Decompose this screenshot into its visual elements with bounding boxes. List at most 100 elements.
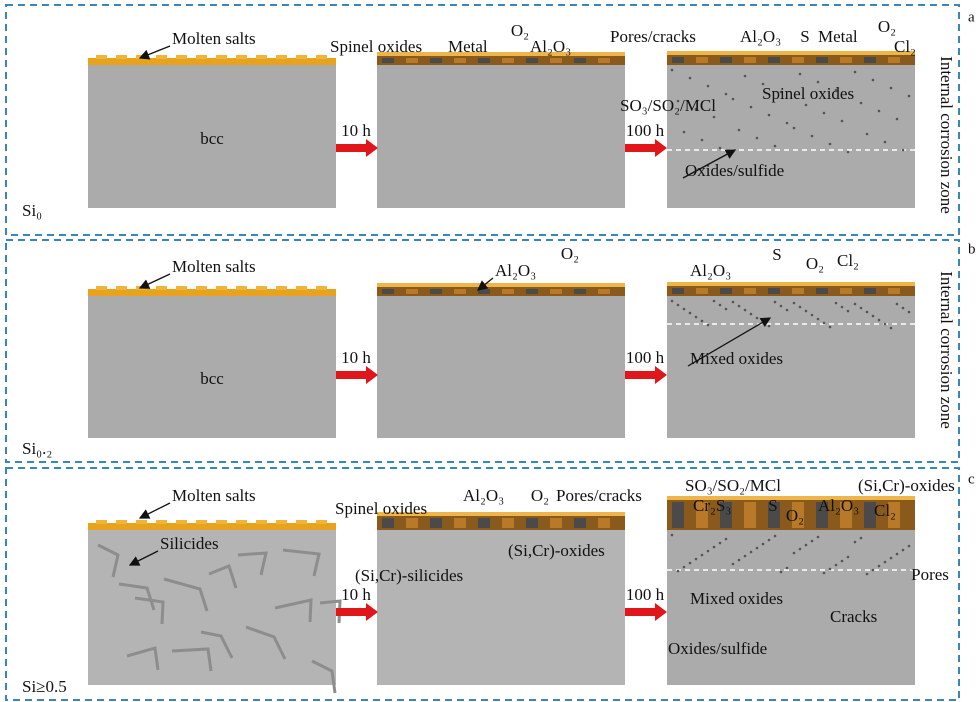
internal-oxide [902, 549, 905, 552]
internal-oxide [725, 93, 728, 96]
internal-oxide [896, 118, 899, 121]
salt-bump [176, 286, 187, 290]
oxide-patch [502, 58, 514, 63]
salt-bump [196, 286, 207, 290]
internal-oxide [841, 560, 844, 563]
internal-oxide [823, 112, 826, 115]
alloy-block [88, 296, 336, 438]
salt-bump [276, 520, 287, 524]
alloy-label: Si≥0.5 [22, 677, 67, 696]
annotation: Cr₂S₃ [693, 496, 731, 515]
time-arrow [625, 366, 667, 384]
internal-oxide [811, 314, 814, 317]
salt-bump [316, 520, 327, 524]
internal-oxide [884, 561, 887, 564]
internal-oxide [841, 306, 844, 309]
alloy-label: Si₀ [22, 201, 42, 220]
salt-bump [116, 520, 127, 524]
internal-oxide [829, 568, 832, 571]
oxide-patch [574, 518, 586, 528]
panel-label: c [968, 471, 975, 487]
annotation: S [768, 496, 777, 515]
duration-label: 100 h [626, 348, 665, 367]
internal-oxide [762, 543, 765, 546]
internal-oxide [725, 538, 728, 541]
annotation: Pores/cracks [556, 486, 642, 505]
salt-bump [96, 286, 107, 290]
salt-bump [236, 286, 247, 290]
internal-oxide [860, 102, 863, 105]
side-label: Internal corrosion zone [937, 271, 956, 429]
oxide-patch [454, 518, 466, 528]
oxide-patch [720, 288, 732, 294]
internal-oxide [671, 69, 674, 72]
internal-oxide [786, 309, 789, 312]
internal-oxide [683, 131, 686, 134]
annotation: Mixed oxides [690, 349, 783, 368]
salt-bump [96, 55, 107, 59]
annotation: Mixed oxides [690, 589, 783, 608]
internal-oxide [793, 127, 796, 130]
internal-oxide [713, 116, 716, 119]
internal-oxide [713, 546, 716, 549]
annotation: Pores/cracks [610, 27, 696, 46]
internal-oxide [744, 75, 747, 78]
panel-label: a [968, 9, 975, 25]
duration-label: 10 h [341, 348, 371, 367]
internal-oxide [786, 567, 789, 570]
internal-oxide [860, 307, 863, 310]
salt-bump [156, 55, 167, 59]
annotation: Al₂O₃ [463, 486, 504, 505]
oxide-patch [430, 289, 442, 294]
salt-bump [196, 55, 207, 59]
molten-salt-layer [667, 51, 915, 55]
internal-oxide [738, 305, 741, 308]
internal-oxide [774, 535, 777, 538]
panel-label: b [968, 241, 976, 257]
oxide-patch [888, 57, 900, 63]
internal-oxide [799, 73, 802, 76]
annotation: Al₂O₃ [530, 37, 571, 56]
internal-oxide [725, 308, 728, 311]
internal-oxide [707, 85, 710, 88]
oxide-patch [478, 518, 490, 528]
internal-oxide [756, 547, 759, 550]
oxide-patch [454, 289, 466, 294]
internal-oxide [774, 301, 777, 304]
annotation: Cl₂ [894, 37, 916, 56]
internal-oxide [744, 309, 747, 312]
internal-oxide [811, 135, 814, 138]
internal-oxide [756, 317, 759, 320]
internal-oxide [799, 548, 802, 551]
internal-oxide [854, 541, 857, 544]
annotation: SO₃/SO₂/MCl [685, 476, 781, 495]
internal-oxide [732, 563, 735, 566]
internal-oxide [896, 553, 899, 556]
internal-oxide [817, 536, 820, 539]
internal-oxide [793, 552, 796, 555]
annotation: S [772, 245, 781, 264]
oxide-patch [406, 289, 418, 294]
annotation: Oxides/sulfide [668, 639, 767, 658]
time-arrow [625, 139, 667, 157]
oxide-patch [672, 502, 684, 528]
salt-bump [176, 520, 187, 524]
oxide-patch [574, 289, 586, 294]
time-arrow [625, 603, 667, 621]
internal-oxide [902, 307, 905, 310]
internal-oxide [738, 559, 741, 562]
internal-oxide [768, 114, 771, 117]
internal-oxide [866, 311, 869, 314]
internal-oxide [793, 302, 796, 305]
oxide-patch [382, 518, 394, 528]
oxide-patch [720, 57, 732, 63]
internal-oxide [835, 564, 838, 567]
internal-oxide [854, 71, 857, 74]
oxide-patch [598, 289, 610, 294]
oxide-patch [696, 57, 708, 63]
annotation: Molten salts [172, 486, 256, 505]
internal-oxide [847, 310, 850, 313]
internal-oxide [707, 550, 710, 553]
duration-label: 10 h [341, 121, 371, 140]
annotation: (Si,Cr)-silicides [355, 566, 463, 585]
